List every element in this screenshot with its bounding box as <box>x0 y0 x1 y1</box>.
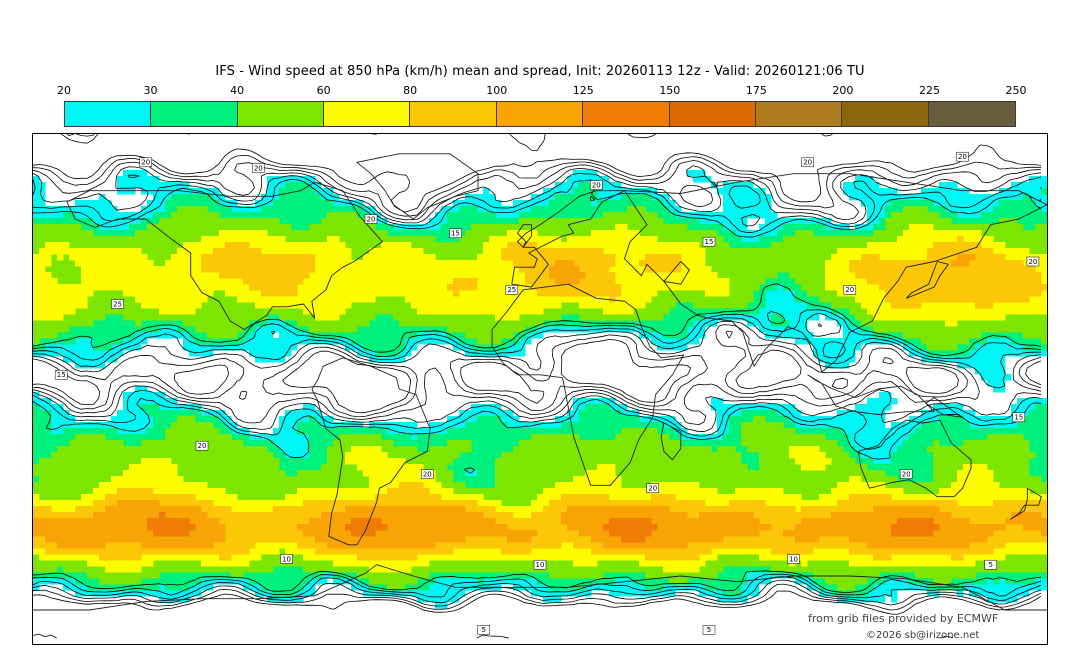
contour-label: 10 <box>533 559 547 570</box>
colorbar-segment-225-250 <box>928 102 1015 126</box>
spread-contour-5 <box>33 134 1042 639</box>
field-fill-f9a405 <box>33 254 1047 549</box>
contour-label: 20 <box>364 214 378 224</box>
svg-text:5: 5 <box>707 626 711 634</box>
svg-text:20: 20 <box>141 159 150 167</box>
svg-text:20: 20 <box>845 286 854 294</box>
contour-label: 20 <box>590 180 603 190</box>
colorbar-segment-60-80 <box>324 102 411 126</box>
contour-label: 25 <box>111 299 124 309</box>
colorbar-tick-225: 225 <box>918 84 940 97</box>
svg-text:10: 10 <box>789 555 798 563</box>
colorbar-segment-80-100 <box>410 102 497 126</box>
contour-label: 15 <box>702 236 716 247</box>
spread-contour-25 <box>33 173 1042 598</box>
svg-text:20: 20 <box>254 164 263 172</box>
contour-label: 5 <box>702 625 716 635</box>
contour-label: 20 <box>801 157 814 168</box>
field-fill-00f07d <box>33 182 1047 597</box>
colorbar-gradient <box>64 101 1016 127</box>
svg-text:15: 15 <box>705 238 714 246</box>
field-fill-fdfd00 <box>33 224 1047 573</box>
contour-label: 20 <box>843 285 857 295</box>
contour-label: 20 <box>252 163 265 173</box>
contour-label: 10 <box>787 554 800 564</box>
colorbar-segment-150-175 <box>669 102 756 126</box>
colorbar-tick-150: 150 <box>659 84 681 97</box>
svg-text:20: 20 <box>958 153 967 161</box>
colorbar-tick-100: 100 <box>486 84 508 97</box>
svg-text:20: 20 <box>803 159 812 167</box>
contour-label: 20 <box>1026 256 1040 267</box>
contour-label: 20 <box>956 151 969 162</box>
contour-label: 10 <box>280 554 293 564</box>
colorbar-tick-20: 20 <box>57 84 71 97</box>
source-watermark: from grib files provided by ECMWF <box>808 612 999 625</box>
map-field-svg: 20 20 20 20 20 20 15 15 25 25 20 20 20 20 20 20 10 10 10 5 5… <box>33 134 1047 639</box>
svg-text:20: 20 <box>198 442 207 450</box>
svg-text:15: 15 <box>1014 414 1023 422</box>
svg-text:25: 25 <box>507 286 516 294</box>
colorbar-tick-80: 80 <box>403 84 418 97</box>
svg-text:20: 20 <box>1028 258 1037 266</box>
contour-label: 20 <box>139 157 152 168</box>
contour-label: 20 <box>195 440 209 451</box>
colorbar-tick-30: 30 <box>143 84 158 97</box>
colorbar-segment-125-150 <box>583 102 670 126</box>
svg-text:10: 10 <box>536 561 545 569</box>
colorbar-tick-200: 200 <box>832 84 854 97</box>
spread-contour-20 <box>33 165 1042 604</box>
copyright-watermark: ©2026 sb@irizone.net <box>866 630 980 641</box>
colorbar-tick-labels: 20 30 40 60 80 100 125 150 175 200 225 250 <box>57 84 1027 100</box>
colorbar-segment-30-40 <box>151 102 238 126</box>
colorbar-segment-200-225 <box>842 102 929 126</box>
svg-text:15: 15 <box>451 230 460 238</box>
svg-text:20: 20 <box>367 215 376 223</box>
contour-label: 20 <box>646 483 659 493</box>
colorbar: 20 30 40 60 80 100 125 150 175 200 225 250 <box>57 84 1027 128</box>
svg-text:25: 25 <box>113 300 122 308</box>
svg-text:10: 10 <box>282 555 291 563</box>
colorbar-segment-175-200 <box>755 102 843 126</box>
colorbar-segment-20-30 <box>65 102 152 126</box>
colorbar-tick-40: 40 <box>230 84 245 97</box>
contour-label: 15 <box>449 228 462 238</box>
field-fill-00f5f5 <box>33 170 1047 609</box>
contour-label: 5 <box>477 625 490 635</box>
colorbar-segment-100-125 <box>496 102 584 126</box>
contour-label: 20 <box>899 469 913 479</box>
svg-text:20: 20 <box>648 485 657 493</box>
contour-label: 15 <box>1012 412 1026 423</box>
page-title: IFS - Wind speed at 850 hPa (km/h) mean … <box>215 64 865 79</box>
colorbar-tick-125: 125 <box>572 84 594 97</box>
colorbar-tick-175: 175 <box>745 84 767 97</box>
colorbar-segment-40-60 <box>237 102 325 126</box>
contour-label: 25 <box>505 285 519 295</box>
spread-contour-10 <box>33 134 1042 611</box>
svg-text:15: 15 <box>57 371 66 379</box>
contour-label: 5 <box>984 559 997 570</box>
map-plot-area: 20 20 20 20 20 20 15 15 25 25 20 20 20 20 20 20 10 10 10 5 5… <box>32 133 1048 645</box>
colorbar-tick-250: 250 <box>1005 84 1027 97</box>
svg-text:5: 5 <box>481 626 485 634</box>
svg-text:20: 20 <box>423 470 432 478</box>
contour-label: 20 <box>421 469 434 479</box>
svg-text:5: 5 <box>988 561 992 569</box>
spread-contour-30 <box>33 179 1042 593</box>
svg-text:20: 20 <box>902 470 911 478</box>
contour-label: 15 <box>54 370 68 380</box>
colorbar-tick-60: 60 <box>316 84 331 97</box>
coastlines <box>33 153 1047 611</box>
svg-text:20: 20 <box>592 181 601 189</box>
